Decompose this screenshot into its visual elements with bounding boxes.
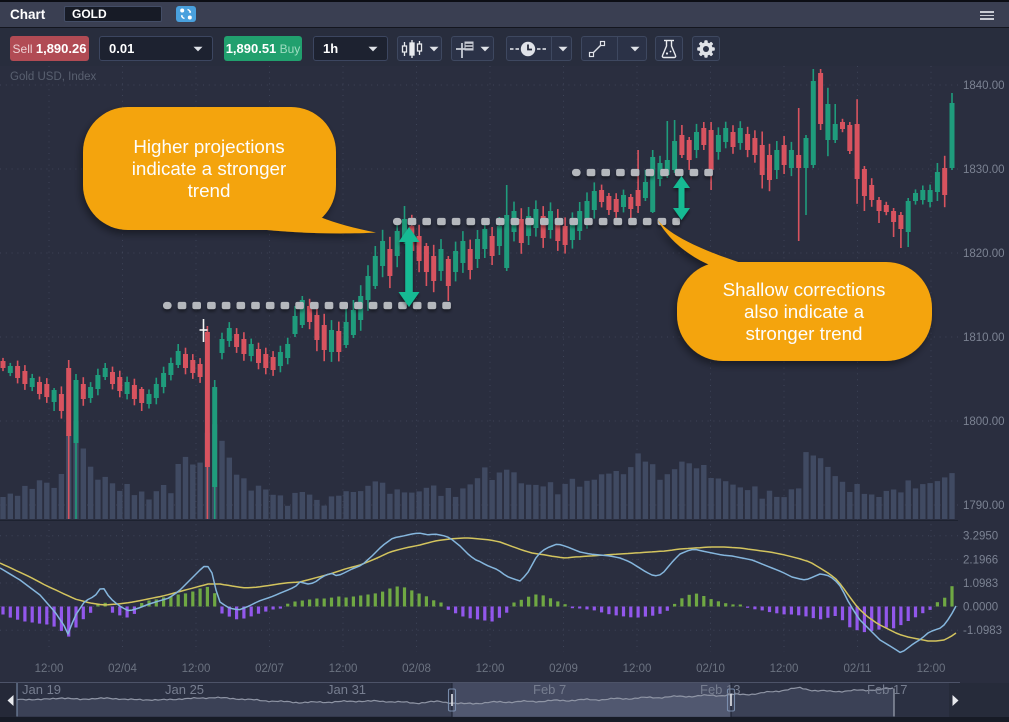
svg-text:also indicate a: also indicate a: [744, 301, 865, 322]
svg-text:02/08: 02/08: [402, 663, 431, 675]
svg-text:02/11: 02/11: [844, 663, 872, 675]
svg-text:-1.0983: -1.0983: [963, 625, 1002, 637]
svg-text:12:00: 12:00: [623, 663, 652, 675]
svg-text:Higher projections: Higher projections: [133, 136, 284, 157]
svg-text:02/04: 02/04: [108, 663, 137, 675]
svg-text:12:00: 12:00: [35, 663, 64, 675]
svg-text:1820.00: 1820.00: [963, 248, 1005, 260]
svg-text:2.1966: 2.1966: [963, 554, 998, 566]
svg-text:trend: trend: [188, 180, 231, 201]
svg-text:12:00: 12:00: [917, 663, 946, 675]
svg-text:Jan 19: Jan 19: [22, 682, 61, 697]
svg-text:12:00: 12:00: [182, 663, 211, 675]
svg-text:Feb 13: Feb 13: [700, 682, 740, 697]
svg-text:1790.00: 1790.00: [963, 500, 1005, 512]
svg-text:12:00: 12:00: [329, 663, 358, 675]
svg-text:1800.00: 1800.00: [963, 416, 1005, 428]
svg-text:3.2950: 3.2950: [963, 531, 998, 543]
svg-text:Feb 17: Feb 17: [867, 682, 907, 697]
svg-text:12:00: 12:00: [770, 663, 799, 675]
svg-text:1830.00: 1830.00: [963, 164, 1005, 176]
svg-text:Gold USD, Index: Gold USD, Index: [10, 71, 97, 83]
svg-text:02/09: 02/09: [549, 663, 578, 675]
svg-text:0.0000: 0.0000: [963, 602, 998, 614]
svg-text:1810.00: 1810.00: [963, 332, 1005, 344]
svg-text:1840.00: 1840.00: [963, 80, 1005, 92]
svg-text:stronger trend: stronger trend: [746, 323, 863, 344]
svg-text:12:00: 12:00: [476, 663, 505, 675]
svg-text:Feb 7: Feb 7: [533, 682, 566, 697]
svg-text:indicate a stronger: indicate a stronger: [132, 158, 287, 179]
svg-text:Jan 31: Jan 31: [327, 682, 366, 697]
svg-text:02/10: 02/10: [696, 663, 725, 675]
svg-text:Shallow corrections: Shallow corrections: [723, 279, 886, 300]
svg-text:02/07: 02/07: [255, 663, 284, 675]
svg-text:1.0983: 1.0983: [963, 578, 998, 590]
svg-text:Jan 25: Jan 25: [165, 682, 204, 697]
